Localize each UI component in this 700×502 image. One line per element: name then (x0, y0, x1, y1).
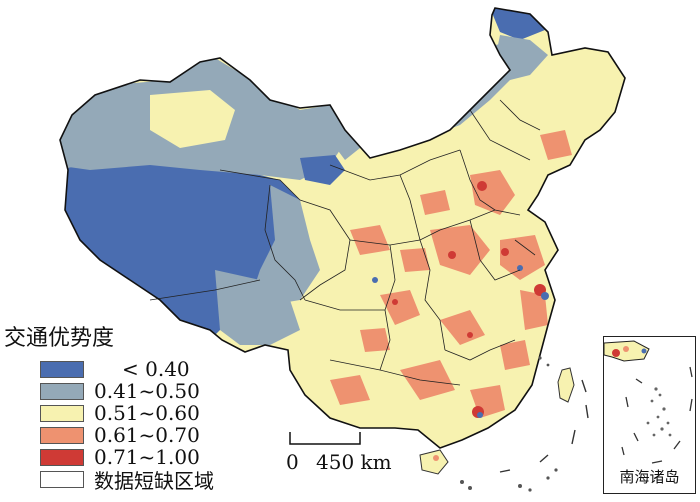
region-southwest-gray (215, 270, 300, 345)
hainan-island (419, 449, 449, 475)
legend: 交通优势度 < 0.40 0.41~0.50 0.51~0.60 0.61~0.… (4, 320, 274, 493)
legend-swatch (40, 470, 84, 488)
legend-label: 0.51~0.60 (94, 401, 200, 425)
china-outline (59, 7, 626, 449)
legend-item-missing-data: 数据短缺区域 (4, 468, 274, 493)
legend-label: < 0.40 (122, 357, 190, 381)
scale-distance-label: 450 km (316, 450, 392, 474)
small-islands (460, 356, 558, 492)
legend-label: 0.61~0.70 (94, 423, 200, 447)
legend-item-lt040: < 0.40 (4, 357, 274, 381)
legend-swatch (40, 382, 84, 400)
taiwan-island (557, 367, 575, 403)
region-north-dark (300, 155, 345, 185)
legend-label: 数据短缺区域 (94, 468, 214, 493)
legend-title: 交通优势度 (4, 326, 115, 351)
legend-swatch (40, 360, 84, 378)
south-china-sea-inset: 南海诸岛 (603, 336, 696, 494)
hainan-hotspot (433, 455, 439, 461)
inset-map (604, 340, 693, 464)
boundary-dashes (499, 379, 589, 473)
legend-item-071-100: 0.71~1.00 (4, 445, 274, 469)
legend-item-051-060: 0.51~0.60 (4, 401, 274, 425)
scale-bar: 0 450 km (286, 430, 398, 474)
inset-label: 南海诸岛 (619, 468, 680, 486)
legend-swatch (40, 448, 84, 466)
high-value-patches (330, 130, 572, 418)
region-xinjiang-yellow (150, 90, 235, 148)
legend-swatch (40, 404, 84, 422)
scale-bar-graphic (289, 432, 361, 445)
legend-label: 0.41~0.50 (94, 379, 200, 403)
legend-label: 0.71~1.00 (94, 445, 200, 469)
province-boundaries (149, 99, 541, 386)
legend-item-061-070: 0.61~0.70 (4, 423, 274, 447)
scale-zero-label: 0 (286, 450, 299, 474)
legend-swatch (40, 426, 84, 444)
low-value-spots (372, 265, 549, 418)
legend-item-041-050: 0.41~0.50 (4, 379, 274, 403)
region-central-gray (250, 185, 320, 305)
